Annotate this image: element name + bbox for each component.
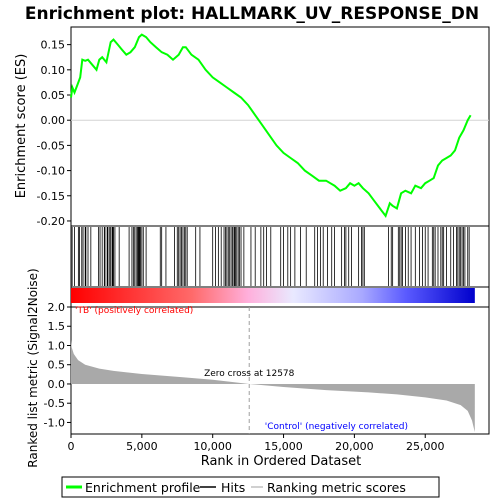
- es-y-tick-label: 0.10: [41, 64, 66, 77]
- es-y-ticks: 0.15 0.10 0.05 0.00 -0.05 -0.10 -0.15 -0.20: [37, 39, 71, 228]
- metric-y-tick-label: 1.5: [48, 320, 66, 333]
- metric-y-tick-label: 2.0: [48, 301, 66, 314]
- legend-box: [61, 476, 440, 498]
- es-y-tick-label: 0.15: [41, 39, 66, 52]
- hits-panel: [70, 225, 490, 288]
- negative-correlation-label: 'Control' (negatively correlated): [265, 422, 408, 432]
- legend-label-hits: Hits: [221, 480, 245, 495]
- legend-label-metric: Ranking metric scores: [267, 480, 406, 495]
- x-tick-label: 20,000: [335, 440, 374, 453]
- x-axis-label: Rank in Ordered Dataset: [201, 454, 362, 469]
- zero-cross-label: Zero cross at 12578: [204, 369, 295, 379]
- x-tick-label: 10,000: [193, 440, 232, 453]
- rank-colorbar: [71, 288, 475, 303]
- legend: Enrichment profile Hits Ranking metric s…: [61, 476, 440, 498]
- x-tick-label: 5,000: [126, 440, 158, 453]
- es-y-tick-label: -0.15: [37, 190, 65, 203]
- x-tick-label: 15,000: [264, 440, 303, 453]
- es-y-tick-label: -0.10: [37, 165, 65, 178]
- metric-panel: Zero cross at 12578 'TB' (positively cor…: [26, 268, 490, 468]
- legend-label-enrichment: Enrichment profile: [85, 480, 201, 495]
- metric-y-tick-label: 0.5: [48, 359, 66, 372]
- positive-correlation-label: 'TB' (positively correlated): [75, 306, 193, 316]
- metric-y-tick-label: 0.0: [48, 378, 66, 391]
- metric-plot-frame: [70, 306, 490, 435]
- metric-y-tick-label: 1.0: [48, 339, 66, 352]
- x-tick-label: 0: [68, 440, 75, 453]
- enrichment-profile-line: [70, 33, 472, 219]
- es-panel: 0.15 0.10 0.05 0.00 -0.05 -0.10 -0.15 -0.20 Enr…: [14, 26, 490, 228]
- metric-y-ticks: 2.0 1.5 1.0 0.5 0.0 -0.5 -1.0: [44, 301, 71, 429]
- x-tick-label: 25,000: [406, 440, 445, 453]
- es-y-tick-label: 0.00: [41, 114, 66, 127]
- hit-marks: [71, 227, 470, 286]
- chart-title: Enrichment plot: HALLMARK_UV_RESPONSE_DN: [25, 4, 479, 24]
- metric-y-tick-label: -1.0: [44, 416, 65, 429]
- metric-y-axis-label: Ranked list metric (Signal2Noise): [26, 268, 40, 467]
- es-y-tick-label: -0.05: [37, 139, 65, 152]
- x-axis-ticks: 0 5,000 10,000 15,000 20,000 25,000: [68, 434, 445, 453]
- es-y-tick-label: 0.05: [41, 89, 66, 102]
- metric-y-tick-label: -0.5: [44, 397, 65, 410]
- ranking-metric-area: [71, 339, 475, 433]
- es-y-tick-label: -0.20: [37, 215, 65, 228]
- es-y-axis-label: Enrichment score (ES): [14, 54, 29, 199]
- es-plot-frame: [70, 26, 490, 227]
